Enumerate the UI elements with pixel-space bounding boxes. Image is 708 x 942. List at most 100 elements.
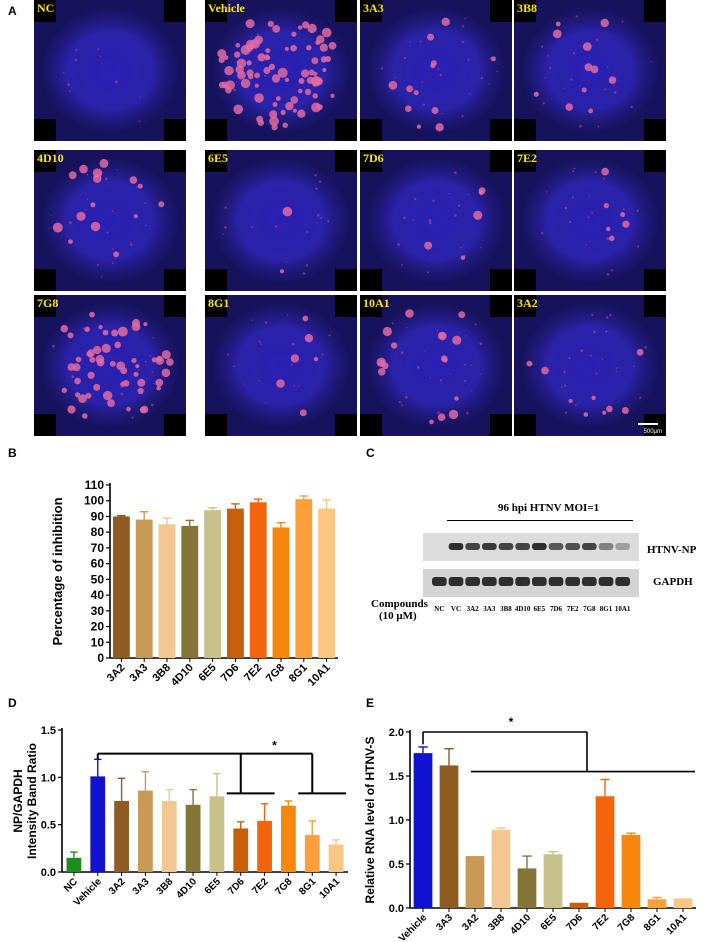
focus-spot xyxy=(448,193,450,195)
focus-spot xyxy=(564,206,568,210)
focus-spot xyxy=(394,76,397,79)
infection-foci xyxy=(62,48,141,123)
focus-spot xyxy=(541,45,544,48)
gapdh-band xyxy=(482,577,497,586)
micrograph-tile: 10A1 xyxy=(360,295,512,436)
focus-spot xyxy=(162,359,165,363)
focus-spot xyxy=(585,244,588,246)
focus-spot xyxy=(291,342,295,346)
focus-spot xyxy=(101,276,103,278)
focus-spot xyxy=(636,209,639,212)
focus-spot xyxy=(380,67,384,70)
scale-bar-label: 500μm xyxy=(643,429,662,435)
focus-spot xyxy=(571,196,574,199)
y-tick-label: 1.5 xyxy=(389,771,404,783)
focus-spot xyxy=(71,375,75,378)
focus-spot xyxy=(311,57,319,65)
focus-spot xyxy=(149,354,152,357)
focus-spot xyxy=(257,53,266,62)
focus-spot xyxy=(593,330,596,334)
focus-spot xyxy=(422,103,425,106)
focus-spot xyxy=(609,313,612,317)
focus-spot xyxy=(605,330,608,333)
focus-spot xyxy=(601,167,609,176)
focus-spot xyxy=(318,180,322,183)
focus-spot xyxy=(606,226,611,232)
focus-spot xyxy=(604,88,607,91)
focus-spot xyxy=(264,321,268,324)
infection-foci xyxy=(52,311,174,419)
focus-spot xyxy=(131,322,141,332)
np-band xyxy=(565,543,580,550)
x-tick-label: 3A2 xyxy=(105,662,128,685)
focus-spot xyxy=(67,332,74,339)
lane-label: 3B8 xyxy=(500,605,512,613)
focus-spot xyxy=(62,71,65,74)
focus-spot xyxy=(584,63,593,72)
panel-label-d: D xyxy=(8,696,17,710)
focus-spot xyxy=(314,174,317,177)
focus-spot xyxy=(99,158,109,168)
focus-spot xyxy=(133,371,139,377)
focus-spot xyxy=(109,360,116,367)
y-tick-label: 70 xyxy=(91,541,105,555)
focus-spot xyxy=(382,326,392,337)
focus-spot xyxy=(222,233,224,235)
infection-foci xyxy=(48,158,165,278)
focus-spot xyxy=(316,214,320,217)
infection-foci xyxy=(222,174,330,275)
focus-spot xyxy=(251,319,253,321)
gapdh-band xyxy=(615,577,630,586)
focus-spot xyxy=(243,383,246,385)
focus-spot xyxy=(437,68,440,71)
focus-spot xyxy=(416,365,420,369)
focus-spot xyxy=(298,78,305,84)
x-tick-label: 8G1 xyxy=(297,876,318,897)
bar xyxy=(621,834,641,908)
tile-corner-mask xyxy=(514,269,536,291)
focus-spot xyxy=(263,67,271,74)
focus-spot xyxy=(594,171,597,174)
tile-label: 7E2 xyxy=(517,151,538,165)
focus-spot xyxy=(98,325,103,330)
focus-spot xyxy=(606,66,609,68)
focus-spot xyxy=(120,392,124,396)
focus-spot xyxy=(578,85,580,87)
focus-spot xyxy=(126,406,131,412)
bar xyxy=(226,508,244,658)
tile-corner-mask xyxy=(644,295,666,317)
bar xyxy=(328,844,344,872)
focus-spot xyxy=(637,245,640,248)
focus-spot xyxy=(479,342,483,345)
focus-spot xyxy=(330,93,335,99)
focus-spot xyxy=(256,33,260,36)
x-tick-label: 8G1 xyxy=(642,912,663,933)
bar xyxy=(233,828,249,872)
x-tick-label: 3A3 xyxy=(128,662,151,685)
focus-spot xyxy=(144,361,147,363)
focus-spot xyxy=(606,273,610,276)
tile-corner-mask xyxy=(490,119,512,141)
infection-foci xyxy=(217,19,337,131)
y-tick-label: 90 xyxy=(91,509,105,523)
tile-corner-mask xyxy=(644,414,666,436)
tile-label: 4D10 xyxy=(37,151,64,165)
x-tick-label: 7G8 xyxy=(264,662,287,685)
focus-spot xyxy=(285,101,294,111)
focus-spot xyxy=(460,246,462,249)
focus-spot xyxy=(563,384,567,387)
micrograph-tile: NC xyxy=(34,0,186,141)
bar xyxy=(465,856,485,908)
focus-spot xyxy=(75,356,82,363)
compounds-label: Compounds xyxy=(371,598,428,610)
focus-spot xyxy=(302,21,310,29)
bar xyxy=(413,753,433,908)
focus-spot xyxy=(315,187,318,190)
focus-spot xyxy=(400,351,404,354)
focus-spot xyxy=(84,326,90,332)
focus-spot xyxy=(581,87,587,93)
tile-label: 7D6 xyxy=(363,151,384,165)
tile-label: 8G1 xyxy=(208,296,230,310)
focus-spot xyxy=(322,68,327,72)
focus-spot xyxy=(258,380,260,382)
